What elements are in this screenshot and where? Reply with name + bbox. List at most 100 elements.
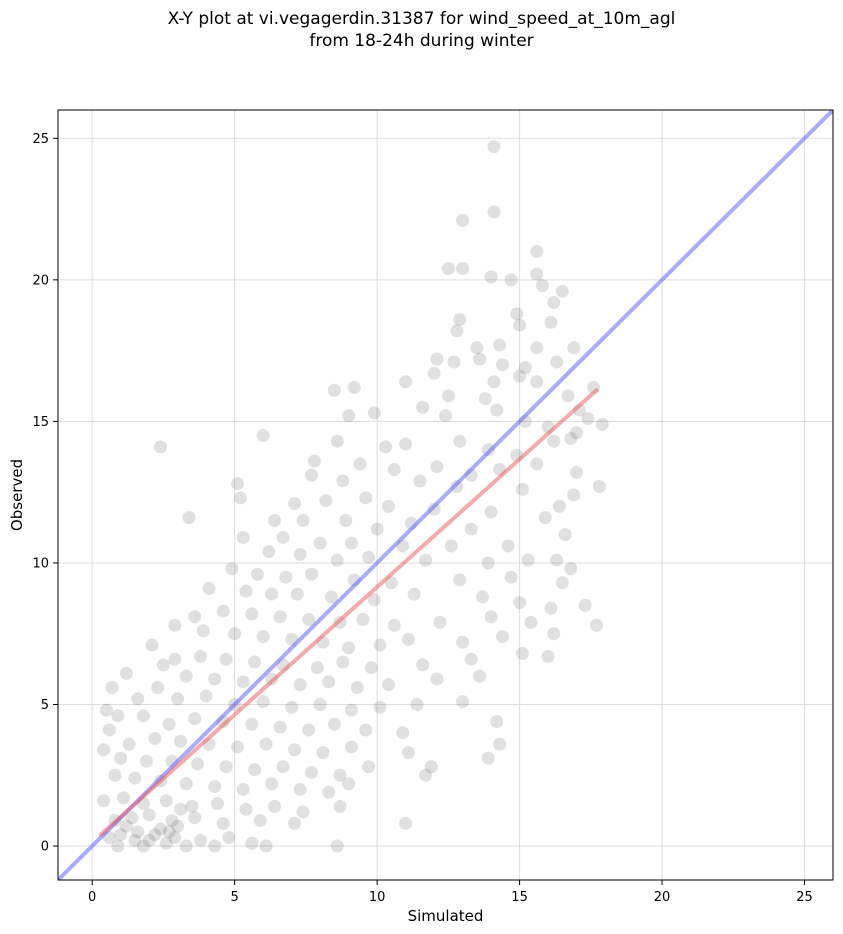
data-point xyxy=(401,632,415,646)
data-point xyxy=(416,658,430,672)
data-point xyxy=(216,816,230,830)
data-point xyxy=(99,703,113,717)
data-point xyxy=(464,652,478,666)
data-point xyxy=(530,267,544,281)
data-point xyxy=(353,457,367,471)
y-axis-label: Observed xyxy=(8,459,26,531)
data-point xyxy=(136,709,150,723)
data-point xyxy=(344,536,358,550)
data-point xyxy=(233,491,247,505)
data-point xyxy=(322,785,336,799)
data-point xyxy=(285,700,299,714)
data-point xyxy=(481,556,495,570)
data-point xyxy=(470,341,484,355)
data-point xyxy=(276,530,290,544)
data-point xyxy=(191,757,205,771)
data-point xyxy=(256,630,270,644)
data-point xyxy=(245,607,259,621)
data-point xyxy=(193,649,207,663)
data-point xyxy=(456,635,470,649)
data-point xyxy=(413,474,427,488)
data-point xyxy=(487,205,501,219)
x-axis-label: Simulated xyxy=(408,907,484,925)
data-point xyxy=(339,513,353,527)
data-point xyxy=(256,695,270,709)
data-point xyxy=(208,780,222,794)
data-point xyxy=(265,587,279,601)
data-point xyxy=(362,550,376,564)
data-point xyxy=(379,440,393,454)
data-point xyxy=(239,584,253,598)
data-point xyxy=(541,649,555,663)
data-point xyxy=(555,284,569,298)
fit-line xyxy=(98,388,599,837)
data-point xyxy=(302,613,316,627)
data-point xyxy=(433,615,447,629)
data-point xyxy=(530,457,544,471)
data-point xyxy=(359,491,373,505)
data-point xyxy=(336,655,350,669)
data-point xyxy=(268,513,282,527)
data-point xyxy=(293,678,307,692)
data-point xyxy=(182,511,196,525)
data-point xyxy=(330,839,344,853)
data-point xyxy=(441,262,455,276)
data-point xyxy=(145,638,159,652)
data-point xyxy=(188,811,202,825)
data-point xyxy=(544,315,558,329)
data-point xyxy=(313,536,327,550)
data-point xyxy=(484,505,498,519)
data-point xyxy=(373,638,387,652)
x-tick-label: 15 xyxy=(511,890,528,905)
data-point xyxy=(151,681,165,694)
data-point xyxy=(225,562,239,576)
data-point xyxy=(305,765,319,779)
data-point xyxy=(453,573,467,587)
data-point xyxy=(367,593,381,607)
data-point xyxy=(319,494,333,508)
y-tick-label: 25 xyxy=(32,132,49,147)
data-point xyxy=(387,463,401,477)
data-point xyxy=(347,380,361,394)
data-point xyxy=(453,434,467,448)
data-point xyxy=(478,392,492,406)
data-point xyxy=(487,375,501,389)
data-point xyxy=(456,213,470,227)
data-point xyxy=(279,570,293,584)
data-point xyxy=(259,737,273,751)
data-point xyxy=(473,669,487,683)
data-point xyxy=(481,751,495,765)
data-point xyxy=(330,434,344,448)
data-point xyxy=(259,839,273,853)
data-point xyxy=(439,409,452,423)
data-point xyxy=(174,802,188,816)
data-point xyxy=(193,833,207,847)
data-point xyxy=(453,312,467,326)
data-point xyxy=(382,678,396,692)
data-point xyxy=(333,768,347,782)
data-point xyxy=(592,480,606,494)
data-point xyxy=(544,601,558,615)
data-point xyxy=(250,567,264,581)
data-point xyxy=(185,799,199,813)
data-point xyxy=(236,675,250,689)
data-point xyxy=(538,511,552,525)
y-tick-label: 20 xyxy=(32,273,49,288)
data-point xyxy=(171,692,185,706)
data-point xyxy=(530,245,544,259)
data-point xyxy=(305,468,319,482)
data-point xyxy=(159,836,173,850)
data-point xyxy=(504,570,518,584)
x-tick-label: 25 xyxy=(796,890,813,905)
data-point xyxy=(188,712,202,726)
data-point xyxy=(350,681,364,694)
data-point xyxy=(456,695,470,709)
data-point xyxy=(148,731,162,745)
data-point xyxy=(231,740,245,754)
data-point xyxy=(208,672,222,686)
data-point xyxy=(518,361,532,375)
data-point xyxy=(547,627,561,641)
data-point xyxy=(236,782,250,796)
data-point xyxy=(290,587,304,601)
data-point xyxy=(530,341,544,355)
